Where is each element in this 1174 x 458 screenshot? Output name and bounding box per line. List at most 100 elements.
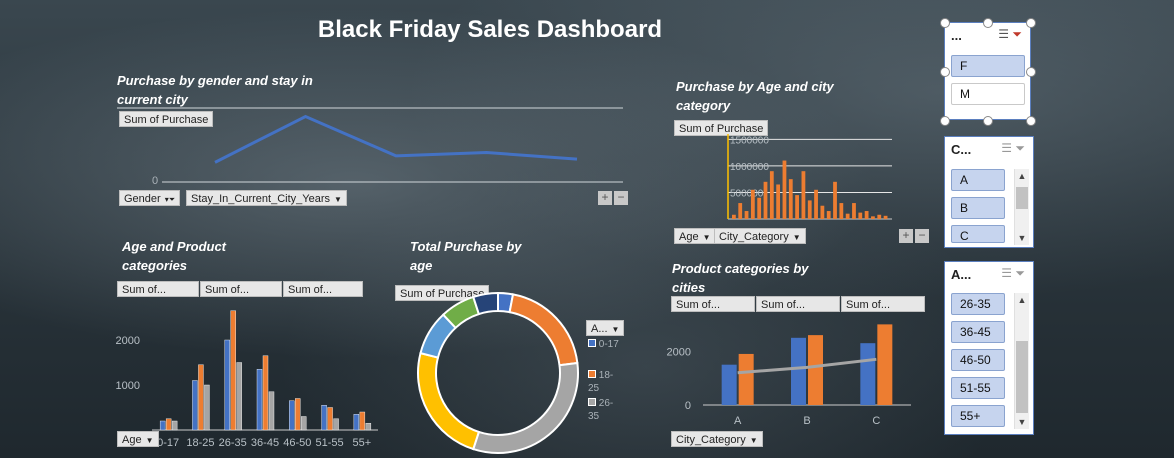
resize-handle[interactable] (1026, 116, 1036, 126)
scroll-up-icon[interactable]: ▲ (1017, 295, 1027, 305)
slicer-item-m[interactable]: M (951, 83, 1025, 105)
slicer-item-f[interactable]: F (951, 55, 1025, 77)
legend-label: 18-25 (588, 370, 614, 394)
bar (750, 189, 755, 219)
city-collapse-button[interactable]: − (915, 229, 929, 243)
legend-item: 26-35 (588, 397, 618, 423)
multi-select-icon[interactable]: ☰ (998, 27, 1010, 41)
sum-of-button-3[interactable]: Sum of... (283, 281, 363, 297)
y-tick-label: 2000 (667, 346, 691, 358)
gender-field-label: Gender (124, 193, 161, 205)
slicer-item-55-plus[interactable]: 55+ (951, 405, 1005, 427)
resize-handle[interactable] (940, 18, 950, 28)
resize-handle[interactable] (940, 67, 950, 77)
bar (791, 337, 806, 405)
bar (858, 212, 863, 219)
scrollbar[interactable]: ▲ ▼ (1014, 293, 1029, 429)
donut-legend: 0-17 18-25 26-35 (588, 339, 619, 423)
bar (782, 160, 787, 219)
bar (860, 343, 876, 405)
y-tick-label: 1000000 (730, 162, 769, 173)
gender-slicer[interactable]: ... ☰ ⏷ F M (944, 22, 1031, 120)
gender-slicer-header: ... (951, 28, 962, 43)
slicer-item-c[interactable]: C (951, 225, 1005, 243)
age-product-chart-title: Age and Product categories (122, 239, 227, 273)
age-slicer[interactable]: A... ☰ ⏷ 26-35 36-45 46-50 51-55 55+ ▲ ▼ (944, 261, 1034, 435)
bar (744, 211, 749, 219)
scroll-thumb[interactable] (1016, 187, 1028, 209)
stay-years-field-label: Stay_In_Current_City_Years (191, 193, 331, 205)
legend-label: 0-17 (598, 339, 619, 350)
stay-years-field-button[interactable]: Stay_In_Current_City_Years ▼ (186, 190, 347, 206)
expand-button[interactable]: + (598, 191, 612, 205)
clear-filter-icon[interactable]: ⏷ (1015, 266, 1025, 280)
legend-age-button[interactable]: A... ▼ (586, 320, 625, 336)
x-tick-label: 36-45 (251, 437, 279, 449)
slicer-item-51-55[interactable]: 51-55 (951, 377, 1005, 399)
donut-chart (417, 291, 579, 454)
age-row-button[interactable]: Age ▼ (117, 431, 159, 447)
cities-sum-of-button-3[interactable]: Sum of... (841, 296, 925, 312)
city-category-field-button[interactable]: City_Category ▼ (714, 228, 806, 244)
age-field-button[interactable]: Age ▼ (674, 228, 716, 244)
city-category-row-button[interactable]: City_Category ▼ (671, 431, 763, 447)
bar (833, 181, 837, 219)
x-tick-label: 18-25 (186, 437, 214, 449)
resize-handle[interactable] (1026, 18, 1036, 28)
age-row-label: Age (122, 434, 142, 446)
slicer-item-36-45[interactable]: 36-45 (951, 321, 1005, 343)
city-sum-of-purchase-button[interactable]: Sum of Purchase (674, 120, 769, 136)
bar (301, 416, 307, 431)
multi-select-icon[interactable]: ☰ (1001, 266, 1013, 280)
donut-slice (472, 291, 499, 316)
slicer-item-26-35[interactable]: 26-35 (951, 293, 1005, 315)
city-slicer[interactable]: C... ☰ ⏷ A B C ▲ ▼ (944, 136, 1034, 248)
x-tick-label: 26-35 (219, 437, 247, 449)
bar (738, 203, 743, 219)
gender-field-button[interactable]: Gender ▾⏷ (119, 190, 181, 206)
bar (256, 369, 263, 431)
resize-handle[interactable] (983, 18, 993, 28)
bar (295, 398, 301, 431)
sum-of-button-2[interactable]: Sum of... (200, 281, 282, 297)
scroll-down-icon[interactable]: ▼ (1017, 233, 1027, 243)
sum-of-purchase-button[interactable]: Sum of Purchase (119, 111, 214, 127)
slicer-item-b[interactable]: B (951, 197, 1005, 219)
clear-filter-icon[interactable]: ⏷ (1012, 27, 1022, 41)
resize-handle[interactable] (1026, 67, 1036, 77)
bar (353, 414, 360, 431)
sum-of-button-1[interactable]: Sum of... (117, 281, 199, 297)
resize-handle[interactable] (940, 116, 950, 126)
bar (159, 420, 166, 431)
slicer-item-46-50[interactable]: 46-50 (951, 349, 1005, 371)
bar (289, 400, 295, 431)
clear-filter-icon[interactable]: ⏷ (1015, 141, 1025, 155)
bar (365, 423, 372, 431)
collapse-button[interactable]: − (614, 191, 628, 205)
multi-select-icon[interactable]: ☰ (1001, 141, 1013, 155)
y-tick-label: 500000 (730, 188, 764, 199)
dashboard-title: Black Friday Sales Dashboard (317, 16, 663, 43)
scroll-up-icon[interactable]: ▲ (1017, 171, 1027, 181)
bar (721, 364, 737, 405)
legend-swatch (588, 398, 596, 406)
resize-handle[interactable] (983, 116, 993, 126)
bar (268, 391, 275, 431)
slicer-icons: ☰ ⏷ (1001, 141, 1025, 156)
y-tick-label: 2000 (116, 335, 140, 347)
bar (877, 324, 893, 405)
bar (165, 418, 172, 431)
cities-sum-of-button-2[interactable]: Sum of... (756, 296, 840, 312)
scroll-down-icon[interactable]: ▼ (1017, 417, 1027, 427)
scroll-thumb[interactable] (1016, 341, 1028, 413)
bar (230, 310, 236, 431)
slicer-item-a[interactable]: A (951, 169, 1005, 191)
filter-icon: ▾⏷ (164, 195, 176, 204)
scrollbar[interactable]: ▲ ▼ (1014, 169, 1029, 245)
cities-sum-of-button-1[interactable]: Sum of... (671, 296, 755, 312)
bar (763, 181, 768, 219)
city-category-field-label: City_Category (719, 231, 789, 243)
donut-sum-of-purchase-button[interactable]: Sum of Purchase (395, 285, 490, 301)
donut-slice (417, 351, 481, 451)
city-expand-button[interactable]: + (899, 229, 913, 243)
